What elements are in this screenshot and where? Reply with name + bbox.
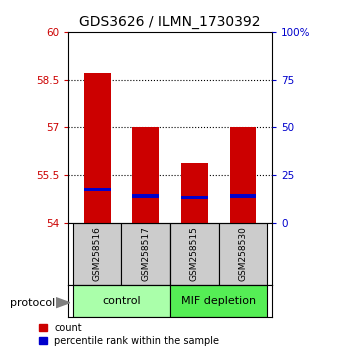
Bar: [170, 223, 219, 285]
Bar: [219, 223, 267, 285]
Text: GSM258530: GSM258530: [238, 227, 248, 281]
Text: GSM258515: GSM258515: [190, 227, 199, 281]
Bar: [73, 223, 121, 285]
Bar: [121, 223, 170, 285]
Text: MIF depletion: MIF depletion: [181, 296, 256, 306]
Bar: [230, 194, 256, 198]
Bar: [132, 127, 159, 223]
Bar: [73, 285, 170, 317]
Text: GSM258516: GSM258516: [92, 227, 102, 281]
Bar: [181, 196, 208, 199]
Polygon shape: [56, 298, 70, 308]
Bar: [84, 73, 110, 223]
Bar: [230, 127, 256, 223]
Bar: [181, 163, 208, 223]
Title: GDS3626 / ILMN_1730392: GDS3626 / ILMN_1730392: [79, 16, 261, 29]
Bar: [170, 285, 267, 317]
Text: GSM258517: GSM258517: [141, 227, 150, 281]
Text: protocol: protocol: [10, 298, 55, 308]
Bar: [132, 194, 159, 198]
Legend: count, percentile rank within the sample: count, percentile rank within the sample: [39, 323, 219, 346]
Bar: [84, 188, 110, 191]
Text: control: control: [102, 296, 141, 306]
